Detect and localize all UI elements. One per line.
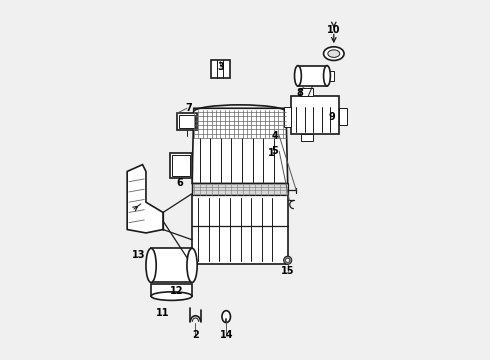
Bar <box>170 153 192 178</box>
Text: 4: 4 <box>271 131 278 141</box>
Text: 13: 13 <box>132 250 146 260</box>
Text: 8: 8 <box>296 88 303 98</box>
Text: 1: 1 <box>268 148 275 158</box>
Bar <box>179 116 195 129</box>
Text: 14: 14 <box>220 330 233 340</box>
Bar <box>192 195 288 264</box>
Circle shape <box>286 258 290 262</box>
Ellipse shape <box>294 66 301 86</box>
Ellipse shape <box>323 47 344 60</box>
Bar <box>298 66 327 86</box>
Bar <box>300 88 313 96</box>
Polygon shape <box>192 108 288 183</box>
Bar <box>172 155 190 176</box>
Ellipse shape <box>146 248 156 283</box>
Text: 3: 3 <box>218 62 224 72</box>
Bar <box>339 108 347 125</box>
Ellipse shape <box>323 66 330 86</box>
Circle shape <box>284 256 292 264</box>
Polygon shape <box>127 165 163 233</box>
Ellipse shape <box>151 292 192 300</box>
Text: 5: 5 <box>271 146 278 156</box>
Text: 15: 15 <box>281 266 294 275</box>
Text: 2: 2 <box>192 330 199 340</box>
Bar <box>177 113 197 130</box>
Ellipse shape <box>187 248 197 283</box>
Bar <box>151 284 192 296</box>
Text: 7: 7 <box>185 103 192 113</box>
Ellipse shape <box>222 311 230 323</box>
Text: 10: 10 <box>327 25 341 35</box>
Bar <box>192 183 288 195</box>
Text: 6: 6 <box>177 179 183 188</box>
Text: 12: 12 <box>170 286 183 296</box>
Text: 11: 11 <box>156 308 170 318</box>
Bar <box>291 96 339 134</box>
Bar <box>151 248 192 283</box>
Bar <box>325 71 334 81</box>
Text: 9: 9 <box>329 112 336 122</box>
Ellipse shape <box>328 50 340 57</box>
Bar <box>211 60 230 77</box>
Bar <box>301 134 313 141</box>
Bar <box>284 107 291 127</box>
